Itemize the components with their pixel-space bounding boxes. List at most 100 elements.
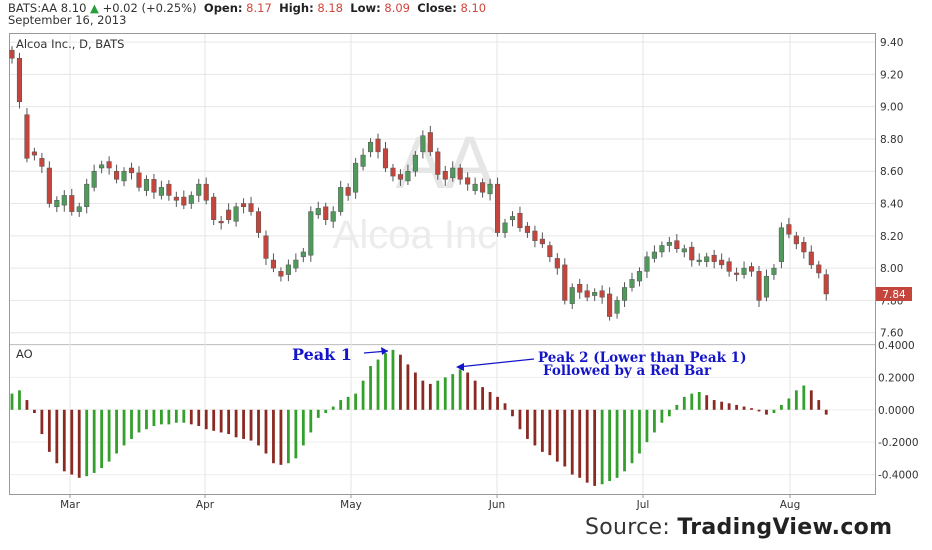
candle-body: [196, 183, 202, 196]
candle-body: [300, 251, 306, 258]
candle: [450, 161, 456, 182]
candle-body: [203, 183, 209, 201]
price-tick-label: 8.80: [880, 134, 903, 146]
candle-body: [151, 179, 157, 193]
candle: [300, 247, 306, 263]
candle-body: [629, 279, 635, 288]
candle-body: [771, 267, 777, 275]
candle: [763, 269, 770, 302]
ao-bar: [750, 408, 753, 410]
ao-bar: [787, 398, 791, 410]
candle: [592, 288, 598, 301]
candle-body: [293, 259, 299, 269]
candle-body: [457, 167, 463, 180]
time-tick-label: Aug: [780, 499, 801, 511]
ao-bar: [645, 409, 649, 443]
candle-body: [607, 293, 613, 317]
ao-bar: [115, 409, 118, 454]
candle: [106, 156, 112, 175]
ao-bar: [563, 409, 567, 467]
ao-bar: [324, 409, 328, 414]
price-tick-label: 7.60: [880, 328, 903, 340]
ao-bar: [809, 390, 813, 410]
ao-bar: [257, 409, 260, 446]
candle: [31, 147, 37, 161]
candle-body: [61, 195, 67, 206]
candle: [278, 267, 284, 282]
price-pane-title: Alcoa Inc., D, BATS: [16, 37, 124, 51]
ao-bar: [630, 409, 634, 464]
candle: [823, 269, 829, 301]
ao-bar: [518, 409, 522, 430]
ao-bar: [272, 409, 275, 464]
candle: [16, 52, 23, 109]
ao-tick-label: -0.4000: [878, 470, 919, 482]
ao-bar: [466, 372, 470, 410]
candle: [509, 211, 516, 227]
candle: [39, 152, 45, 174]
candle: [793, 231, 799, 250]
candle: [24, 108, 30, 163]
up-triangle-icon: ▲: [90, 1, 99, 15]
ao-bar: [182, 409, 186, 423]
candle-body: [323, 206, 329, 220]
candle-body: [54, 200, 60, 208]
candle-body: [741, 267, 747, 275]
candle-body: [9, 49, 15, 59]
candle-body: [547, 245, 553, 258]
peak2-label: Peak 2 (Lower than Peak 1): [538, 350, 746, 366]
ao-tick-label: 0.0000: [878, 405, 915, 417]
candle-body: [173, 196, 179, 201]
candle-body: [397, 174, 403, 180]
ao-bar: [638, 409, 641, 454]
ao-bar: [301, 409, 305, 446]
ao-tick-label: 0.4000: [878, 340, 915, 352]
candle: [91, 164, 97, 192]
last-price-marker: 7.84: [876, 287, 912, 301]
candle-body: [577, 284, 583, 293]
ao-bar: [488, 391, 492, 410]
close-label: Close:: [417, 1, 457, 15]
ao-bar: [219, 409, 223, 433]
candle: [614, 296, 620, 319]
candle: [293, 253, 299, 273]
candle: [173, 191, 179, 207]
candle-body: [181, 196, 187, 206]
ao-bar: [234, 409, 238, 438]
open-value: 8.17: [246, 1, 272, 15]
candle: [255, 207, 262, 238]
candle: [659, 241, 665, 258]
ao-bar: [458, 369, 462, 410]
ao-bar: [570, 409, 574, 475]
ao-bar: [354, 393, 358, 410]
watermark-name: Alcoa Inc: [333, 213, 498, 257]
candle: [711, 249, 717, 269]
candle: [143, 175, 150, 196]
candle: [420, 130, 426, 159]
candle: [181, 190, 187, 210]
candle: [69, 188, 75, 216]
last-price-label: 7.84: [882, 289, 906, 301]
candle-body: [592, 292, 598, 296]
candle-body: [315, 208, 321, 216]
ao-bar: [137, 409, 141, 433]
candle-body: [285, 264, 291, 275]
ao-bar: [369, 366, 372, 410]
candle: [136, 166, 142, 192]
candle-body: [248, 203, 254, 212]
candle: [196, 178, 202, 203]
ao-bar: [62, 409, 66, 472]
source-brand: TradingView.com: [677, 515, 893, 540]
peak2-sublabel: Followed by a Red Bar: [543, 363, 712, 379]
ao-bar: [107, 409, 111, 462]
ao-bar: [436, 380, 440, 410]
candle: [241, 198, 247, 214]
candle: [308, 206, 314, 262]
candle-body: [778, 227, 784, 262]
ao-bar: [623, 409, 626, 472]
ao-bar: [242, 409, 245, 439]
peak1-arrow: [363, 347, 389, 355]
peak1-label: Peak 1: [292, 345, 352, 364]
candle-body: [719, 259, 725, 266]
candle-body: [801, 242, 807, 253]
